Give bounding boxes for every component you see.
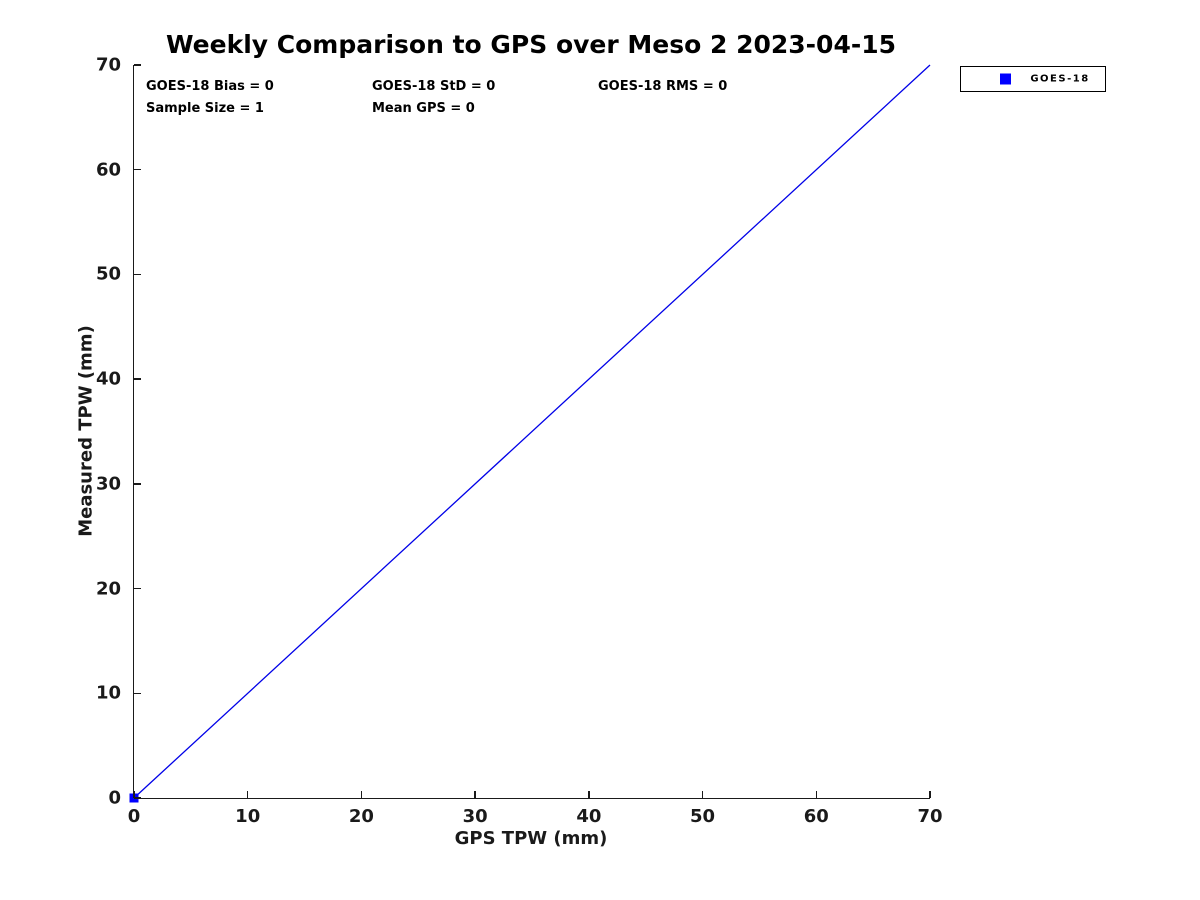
x-tick-mark xyxy=(815,791,818,798)
identity-line xyxy=(133,64,931,799)
y-tick-mark xyxy=(134,64,141,66)
y-tick-label: 30 xyxy=(95,473,121,495)
stat-std: GOES-18 StD = 0 xyxy=(372,79,496,94)
y-tick-mark xyxy=(134,483,141,485)
x-tick-mark xyxy=(246,791,249,798)
x-tick-mark xyxy=(588,791,590,798)
y-tick-label: 50 xyxy=(95,263,121,285)
y-tick-label: 20 xyxy=(95,578,121,600)
x-tick-label: 10 xyxy=(235,806,261,827)
y-tick-mark xyxy=(134,692,141,695)
plot-canvas xyxy=(129,64,931,803)
stat-bias: GOES-18 Bias = 0 xyxy=(146,79,274,94)
legend-series-label: GOES-18 xyxy=(1030,73,1090,85)
legend-box: GOES-18 xyxy=(960,66,1106,92)
x-tick-label: 60 xyxy=(803,806,829,827)
x-tick-label: 30 xyxy=(462,806,488,827)
y-tick-mark xyxy=(134,273,141,276)
y-tick-label: 0 xyxy=(108,787,121,809)
stat-sample-size: Sample Size = 1 xyxy=(146,101,264,116)
x-tick-label: 70 xyxy=(917,806,943,827)
y-tick-mark xyxy=(134,797,141,799)
x-axis-label: GPS TPW (mm) xyxy=(454,828,608,849)
x-tick-label: 40 xyxy=(576,806,602,827)
x-tick-mark xyxy=(133,791,135,798)
stat-rms: GOES-18 RMS = 0 xyxy=(598,79,728,94)
y-tick-mark xyxy=(134,378,141,380)
legend-square-marker-icon xyxy=(1000,73,1011,85)
y-tick-label: 60 xyxy=(95,159,121,181)
y-tick-mark xyxy=(134,587,141,590)
x-tick-mark xyxy=(701,791,704,798)
chart-title: Weekly Comparison to GPS over Meso 2 202… xyxy=(165,30,897,59)
y-axis-label: Measured TPW (mm) xyxy=(75,325,97,537)
x-tick-mark xyxy=(474,791,476,798)
y-tick-label: 40 xyxy=(95,368,121,390)
y-tick-label: 70 xyxy=(95,54,121,76)
stat-mean-gps: Mean GPS = 0 xyxy=(372,101,475,116)
y-tick-label: 10 xyxy=(95,682,121,704)
x-tick-label: 0 xyxy=(127,806,141,827)
x-tick-mark xyxy=(929,791,931,798)
x-tick-mark xyxy=(360,791,363,798)
x-tick-label: 20 xyxy=(348,806,374,827)
x-tick-label: 50 xyxy=(690,806,716,827)
y-tick-mark xyxy=(134,168,141,171)
plot-area: 0 10 20 30 40 50 60 70 0 10 20 30 40 50 60 70 xyxy=(96,55,943,828)
